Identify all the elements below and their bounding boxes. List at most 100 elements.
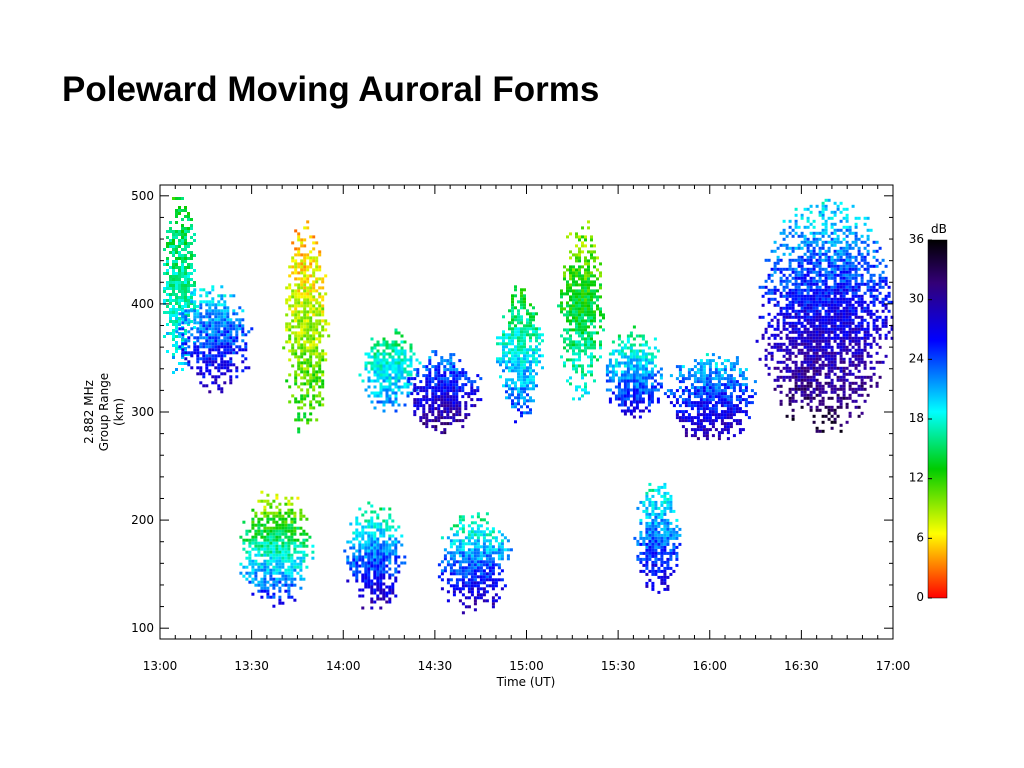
- echo-cell: [300, 286, 304, 290]
- echo-cell: [226, 324, 230, 328]
- echo-cell: [791, 330, 795, 334]
- echo-cell: [659, 367, 663, 371]
- echo-cell: [650, 358, 654, 362]
- echo-cell: [587, 301, 590, 305]
- echo-cell: [797, 270, 801, 274]
- echo-cell: [638, 358, 642, 362]
- echo-cell: [269, 559, 273, 563]
- echo-cell: [187, 299, 190, 302]
- echo-cell: [860, 252, 864, 256]
- echo-cell: [446, 377, 450, 381]
- echo-cell: [184, 275, 187, 278]
- echo-cell: [520, 393, 523, 397]
- echo-cell: [508, 348, 511, 352]
- echo-cell: [839, 330, 843, 334]
- echo-cell: [584, 325, 587, 329]
- echo-cell: [443, 389, 447, 393]
- echo-cell: [306, 268, 310, 272]
- echo-cell: [818, 327, 822, 331]
- echo-cell: [385, 361, 389, 365]
- echo-cell: [626, 370, 630, 374]
- echo-cell: [300, 388, 304, 392]
- echo-cell: [312, 298, 316, 302]
- echo-cell: [863, 381, 867, 385]
- echo-cell: [875, 342, 879, 346]
- echo-cell: [575, 319, 578, 323]
- echo-cell: [632, 325, 636, 329]
- echo-cell: [394, 376, 398, 380]
- echo-cell: [839, 321, 843, 325]
- echo-cell: [535, 357, 538, 361]
- echo-cell: [699, 419, 703, 423]
- echo-cell: [309, 400, 313, 404]
- echo-cell: [587, 289, 590, 293]
- echo-cell: [178, 317, 181, 320]
- echo-cell: [318, 337, 322, 341]
- echo-cell: [696, 428, 700, 432]
- echo-cell: [172, 245, 175, 248]
- echo-cell: [391, 355, 395, 359]
- echo-cell: [382, 376, 386, 380]
- echo-cell: [508, 309, 511, 313]
- echo-cell: [806, 321, 810, 325]
- echo-cell: [584, 274, 587, 278]
- echo-cell: [376, 343, 380, 347]
- echo-cell: [705, 434, 709, 438]
- echo-cell: [824, 228, 828, 232]
- echo-cell: [729, 398, 733, 402]
- echo-cell: [699, 368, 703, 372]
- echo-cell: [299, 568, 303, 572]
- echo-cell: [458, 389, 462, 393]
- echo-cell: [434, 371, 438, 375]
- echo-cell: [566, 331, 569, 335]
- echo-cell: [608, 397, 612, 401]
- echo-cell: [854, 234, 858, 238]
- echo-cell: [422, 404, 426, 408]
- echo-cell: [806, 396, 810, 400]
- echo-cell: [881, 276, 885, 280]
- echo-cell: [523, 300, 526, 304]
- echo-cell: [263, 505, 267, 509]
- echo-cell: [248, 556, 252, 560]
- echo-cell: [566, 313, 569, 317]
- echo-cell: [714, 383, 718, 387]
- echo-cell: [614, 361, 618, 365]
- echo-cell: [875, 384, 879, 388]
- echo-cell: [635, 334, 639, 338]
- echo-cell: [455, 407, 459, 411]
- echo-cell: [303, 259, 307, 263]
- echo-cell: [303, 349, 307, 353]
- echo-cell: [764, 354, 768, 358]
- echo-cell: [409, 361, 413, 365]
- echo-cell: [815, 354, 819, 358]
- echo-cell: [821, 354, 825, 358]
- echo-cell: [678, 365, 682, 369]
- echo-cell: [254, 532, 258, 536]
- echo-cell: [239, 562, 243, 566]
- echo-cell: [226, 351, 230, 355]
- echo-cell: [226, 306, 230, 310]
- echo-cell: [532, 348, 535, 352]
- echo-cell: [311, 550, 315, 554]
- echo-cell: [647, 400, 651, 404]
- echo-cell: [839, 357, 843, 361]
- echo-cell: [708, 377, 712, 381]
- echo-cell: [809, 354, 813, 358]
- echo-cell: [272, 568, 276, 572]
- echo-cell: [806, 312, 810, 316]
- echo-cell: [572, 346, 575, 350]
- echo-cell: [266, 565, 270, 569]
- echo-cell: [770, 273, 774, 277]
- echo-cell: [629, 352, 633, 356]
- echo-cell: [239, 571, 243, 575]
- echo-cell: [818, 300, 822, 304]
- echo-cell: [738, 410, 742, 414]
- echo-cell: [584, 337, 587, 341]
- echo-cell: [315, 346, 319, 350]
- echo-cell: [178, 296, 181, 299]
- echo-cell: [584, 298, 587, 302]
- echo-cell: [641, 352, 645, 356]
- echo-cell: [572, 301, 575, 305]
- echo-cell: [599, 313, 602, 317]
- echo-cell: [275, 556, 279, 560]
